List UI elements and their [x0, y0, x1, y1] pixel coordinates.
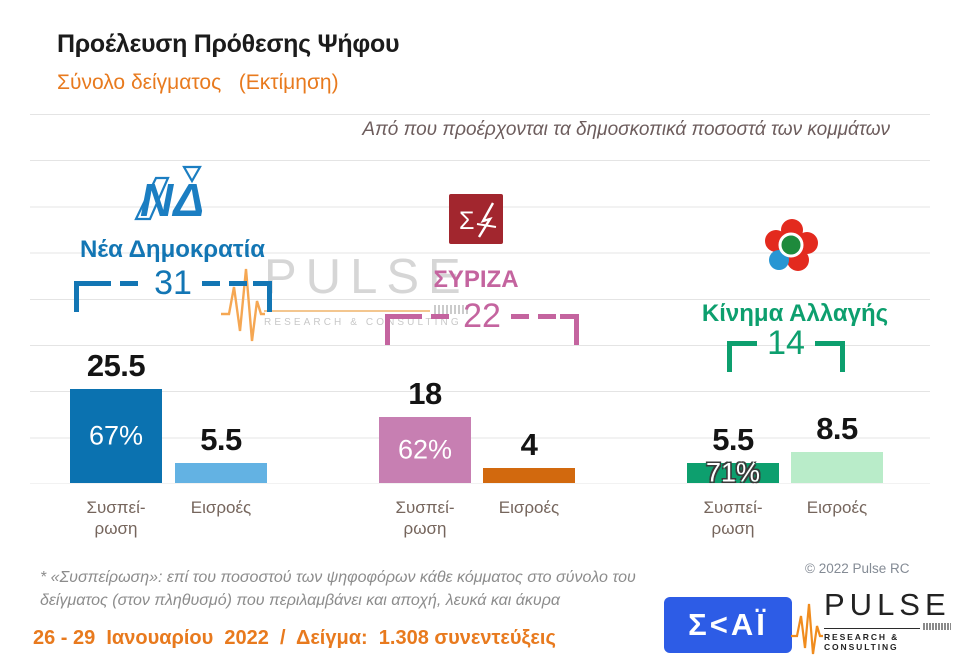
page-subtitle: Σύνολο δείγματος (Εκτίμηση) [57, 71, 339, 94]
bar-kinal-eisroes [791, 452, 883, 483]
watermark-barcode [433, 305, 470, 314]
bar-column: 18 62% [379, 376, 471, 483]
party-name-nd: Νέα Δημοκρατία [79, 236, 266, 263]
bar-column: 4 [483, 427, 575, 483]
bar-column: 5.5 71% [687, 422, 779, 488]
bracket-dashes [201, 281, 254, 286]
nd-logo: ΝΔ [134, 165, 204, 226]
bracket-right-corner [560, 314, 580, 345]
question-heading: Από που προέρχονται τα δημοσκοπικά ποσοσ… [362, 119, 890, 140]
bracket-left-corner [727, 341, 746, 372]
x-axis-label-syspirosi: Συσπεί- ρωση [86, 498, 146, 538]
skai-logo-text: Σ<ΑΪ [688, 607, 768, 642]
bracket-dashes [746, 341, 758, 346]
chart-plot-area [30, 114, 930, 484]
bracket-dashes [510, 314, 561, 319]
watermark-wordmark: PULSE [264, 250, 470, 304]
watermark-underline [264, 310, 430, 312]
bracket-dashes [93, 281, 145, 286]
bracket-left-corner [385, 314, 404, 345]
pulse-wordmark: PULSE [824, 587, 951, 622]
x-axis-label-eisroes: Εισροές [498, 498, 560, 517]
total-bracket-kinal: 14 [727, 325, 846, 372]
bar-value-label: 5.5 [200, 422, 242, 457]
skai-logo: Σ<ΑΪ [664, 597, 792, 653]
party-name-syriza: ΣΥΡΙΖΑ [433, 266, 519, 293]
pulse-heartbeat-icon [791, 603, 823, 655]
bar-column: 5.5 [175, 422, 267, 483]
bar-column: 8.5 [791, 411, 883, 483]
fieldwork-dates-text: 26 - 29 Ιανουαρίου 2022 / Δείγμα: 1.308 … [33, 627, 556, 649]
x-axis-label-eisroes: Εισροές [806, 498, 868, 517]
svg-text:ΝΔ: ΝΔ [140, 174, 204, 226]
party-name-kinal: Κίνημα Αλλαγής [701, 300, 889, 327]
kinal-logo [765, 219, 818, 271]
pulse-underline [824, 627, 920, 629]
x-axis-label-syspirosi: Συσπεί- ρωση [703, 498, 763, 538]
bar-value-label: 25.5 [86, 348, 146, 383]
bar-nd-syspirosi: 67% [70, 389, 162, 483]
total-value-syriza: 22 [463, 297, 501, 335]
pulse-logo: PULSE RESEARCH & CONSULTING [790, 588, 951, 658]
pulse-barcode [922, 623, 951, 630]
bar-value-label: 18 [408, 376, 442, 411]
x-axis-label-syspirosi: Συσπεί- ρωση [395, 498, 455, 538]
bar-percent-label: 71% [705, 457, 761, 488]
footnote-text: * «Συσπείρωση»: επί του ποσοστού των ψηφ… [40, 569, 636, 609]
syriza-logo: Σ [449, 194, 503, 244]
x-axis-label-eisroes: Εισροές [190, 498, 252, 517]
total-bracket-syriza: 22 [385, 298, 580, 345]
svg-text:Σ: Σ [459, 207, 474, 235]
bracket-right-corner [826, 341, 846, 372]
bracket-right-corner [253, 281, 273, 312]
bar-value-label: 8.5 [816, 411, 858, 446]
bracket-left-corner [74, 281, 93, 312]
total-bracket-nd: 31 [74, 265, 273, 312]
bar-syriza-eisroes [483, 468, 575, 483]
bracket-dashes [814, 341, 827, 346]
bar-value-label: 5.5 [712, 422, 754, 457]
pulse-watermark: PULSE RESEARCH & CONSULTING [220, 249, 470, 345]
bar-nd-eisroes [175, 463, 267, 483]
pulse-subtitle: RESEARCH & CONSULTING [824, 632, 900, 652]
bracket-dashes [404, 314, 454, 319]
bar-value-label: 4 [520, 427, 538, 462]
pulse-heartbeat-icon [221, 268, 265, 342]
page-title: Προέλευση Πρόθεσης Ψήφου [57, 30, 400, 58]
bar-percent-label: 67% [88, 420, 144, 451]
copyright-text: © 2022 Pulse RC [805, 561, 910, 576]
watermark-subtitle: RESEARCH & CONSULTING [264, 317, 462, 328]
total-value-kinal: 14 [767, 324, 805, 362]
bar-percent-label: 62% [397, 434, 453, 465]
bar-syriza-syspirosi: 62% [379, 417, 471, 483]
bar-kinal-syspirosi: 71% [687, 458, 779, 488]
bar-column: 25.5 67% [70, 348, 162, 483]
total-value-nd: 31 [154, 264, 192, 302]
